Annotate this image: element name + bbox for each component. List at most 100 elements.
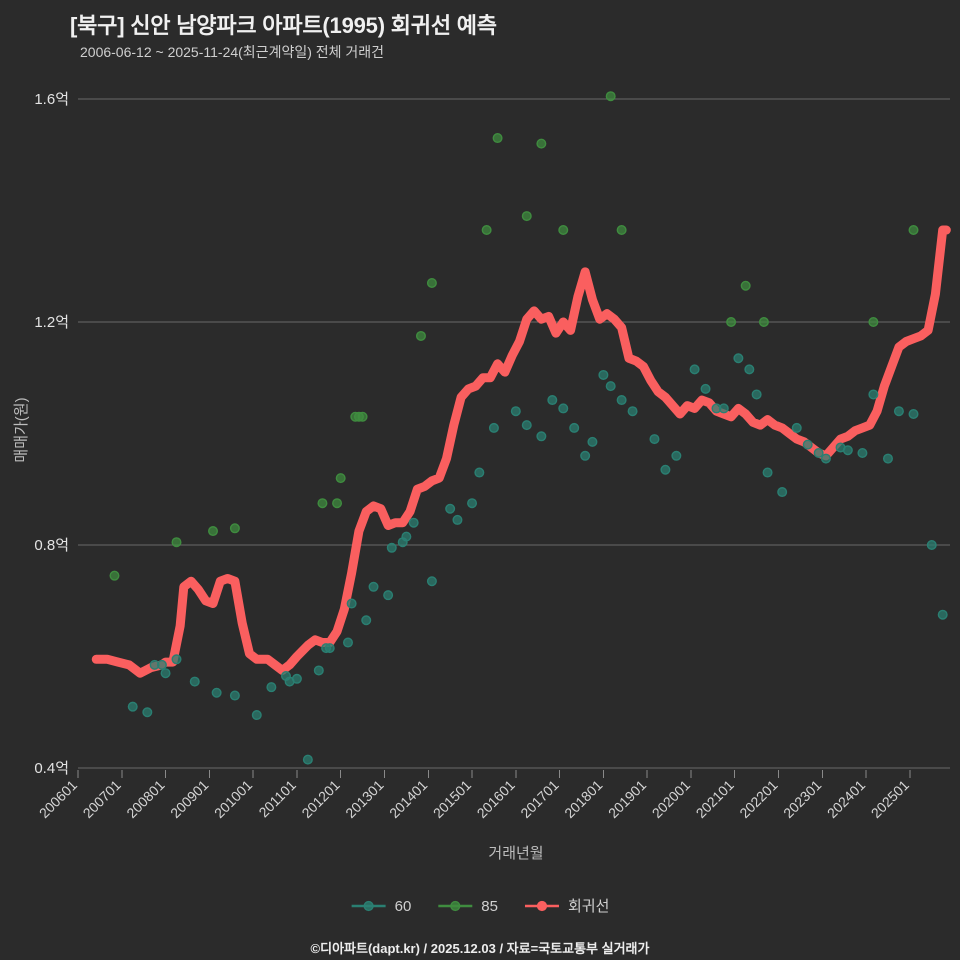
data-point [368,581,379,592]
data-point [926,540,937,551]
data-point [357,411,368,422]
data-point [142,707,153,718]
x-tick-label: 201401 [386,777,430,821]
data-point [521,211,532,222]
scatter-series-85 [109,91,919,581]
data-point [171,537,182,548]
data-point [689,364,700,375]
chart-subtitle: 2006-06-12 ~ 2025-11-24(최근계약일) 전체 거래건 [80,44,385,60]
data-point [492,133,503,144]
data-point [700,383,711,394]
data-point [346,598,357,609]
data-point [908,408,919,419]
scatter-series-60 [127,353,948,765]
data-point [842,445,853,456]
data-point [127,701,138,712]
legend-item-1[interactable]: 60 [351,898,412,915]
data-point [733,353,744,364]
legend-label: 85 [481,898,498,915]
data-point [332,498,343,509]
data-point [744,364,755,375]
data-point [547,395,558,406]
data-point [820,453,831,464]
data-point [109,570,120,581]
data-point [813,448,824,459]
legend-item-3[interactable]: 회귀선 [524,898,609,915]
data-point [171,654,182,665]
data-point [649,434,660,445]
x-tick-label: 201801 [561,777,605,821]
data-point [488,422,499,433]
legend[interactable]: 60 85 회귀선 [351,898,610,915]
y-tick-label: 0.4억 [34,760,69,777]
data-point [558,403,569,414]
data-point [342,637,353,648]
x-tick-label: 201901 [605,777,649,821]
data-point [857,448,868,459]
data-point [160,668,171,679]
data-point [481,225,492,236]
x-tick-label: 200701 [80,777,124,821]
x-tick-label: 201301 [342,777,386,821]
data-point [718,403,729,414]
data-point [401,531,412,542]
data-point [616,395,627,406]
data-point [408,517,419,528]
data-point [324,643,335,654]
data-point [445,503,456,514]
x-tick-labels: 200601 200701 200801 200901 201001 201101 2012… [36,777,912,821]
y-tick-labels: 1.6억 1.2억 0.8억 0.4억 [34,91,69,777]
data-point [868,317,879,328]
x-tick-label: 201001 [211,777,255,821]
data-point [291,673,302,684]
data-point [229,523,240,534]
x-tick-label: 202101 [693,777,737,821]
data-point [908,225,919,236]
x-tick-label: 202401 [824,777,868,821]
data-point [302,754,313,765]
data-point [452,514,463,525]
data-point [536,138,547,149]
x-tick-label: 201101 [255,777,299,821]
data-point [598,369,609,380]
data-point [580,450,591,461]
legend-label: 60 [395,898,412,915]
data-point [229,690,240,701]
data-point [521,420,532,431]
data-point [386,542,397,553]
data-point [335,473,346,484]
data-point [156,659,167,670]
page-title: [북구] 신안 남양파크 아파트(1995) 회귀선 예측 [70,13,497,38]
data-point [762,467,773,478]
x-tickmarks [77,770,911,778]
y-tick-label: 0.8억 [34,537,69,554]
legend-marker [363,900,374,912]
data-point [740,280,751,291]
y-tick-label: 1.2억 [34,314,69,331]
data-point [474,467,485,478]
data-point [383,590,394,601]
data-point [361,615,372,626]
data-point [558,225,569,236]
data-point [536,431,547,442]
data-point [868,389,879,400]
data-point [726,317,737,328]
data-point [189,676,200,687]
x-tick-label: 201701 [517,777,561,821]
x-tick-label: 200901 [167,777,211,821]
data-point [313,665,324,676]
x-tick-label: 202001 [649,777,693,821]
data-point [802,439,813,450]
data-point [605,91,616,102]
data-point [627,406,638,417]
data-point [791,422,802,433]
data-point [415,330,426,341]
x-tick-label: 200801 [123,777,167,821]
legend-marker [450,900,461,912]
x-tick-label: 202501 [868,777,912,821]
x-tick-label: 201201 [298,777,342,821]
data-point [605,381,616,392]
x-tick-label: 202201 [736,777,780,821]
data-point [777,487,788,498]
legend-item-2[interactable]: 85 [438,898,498,915]
